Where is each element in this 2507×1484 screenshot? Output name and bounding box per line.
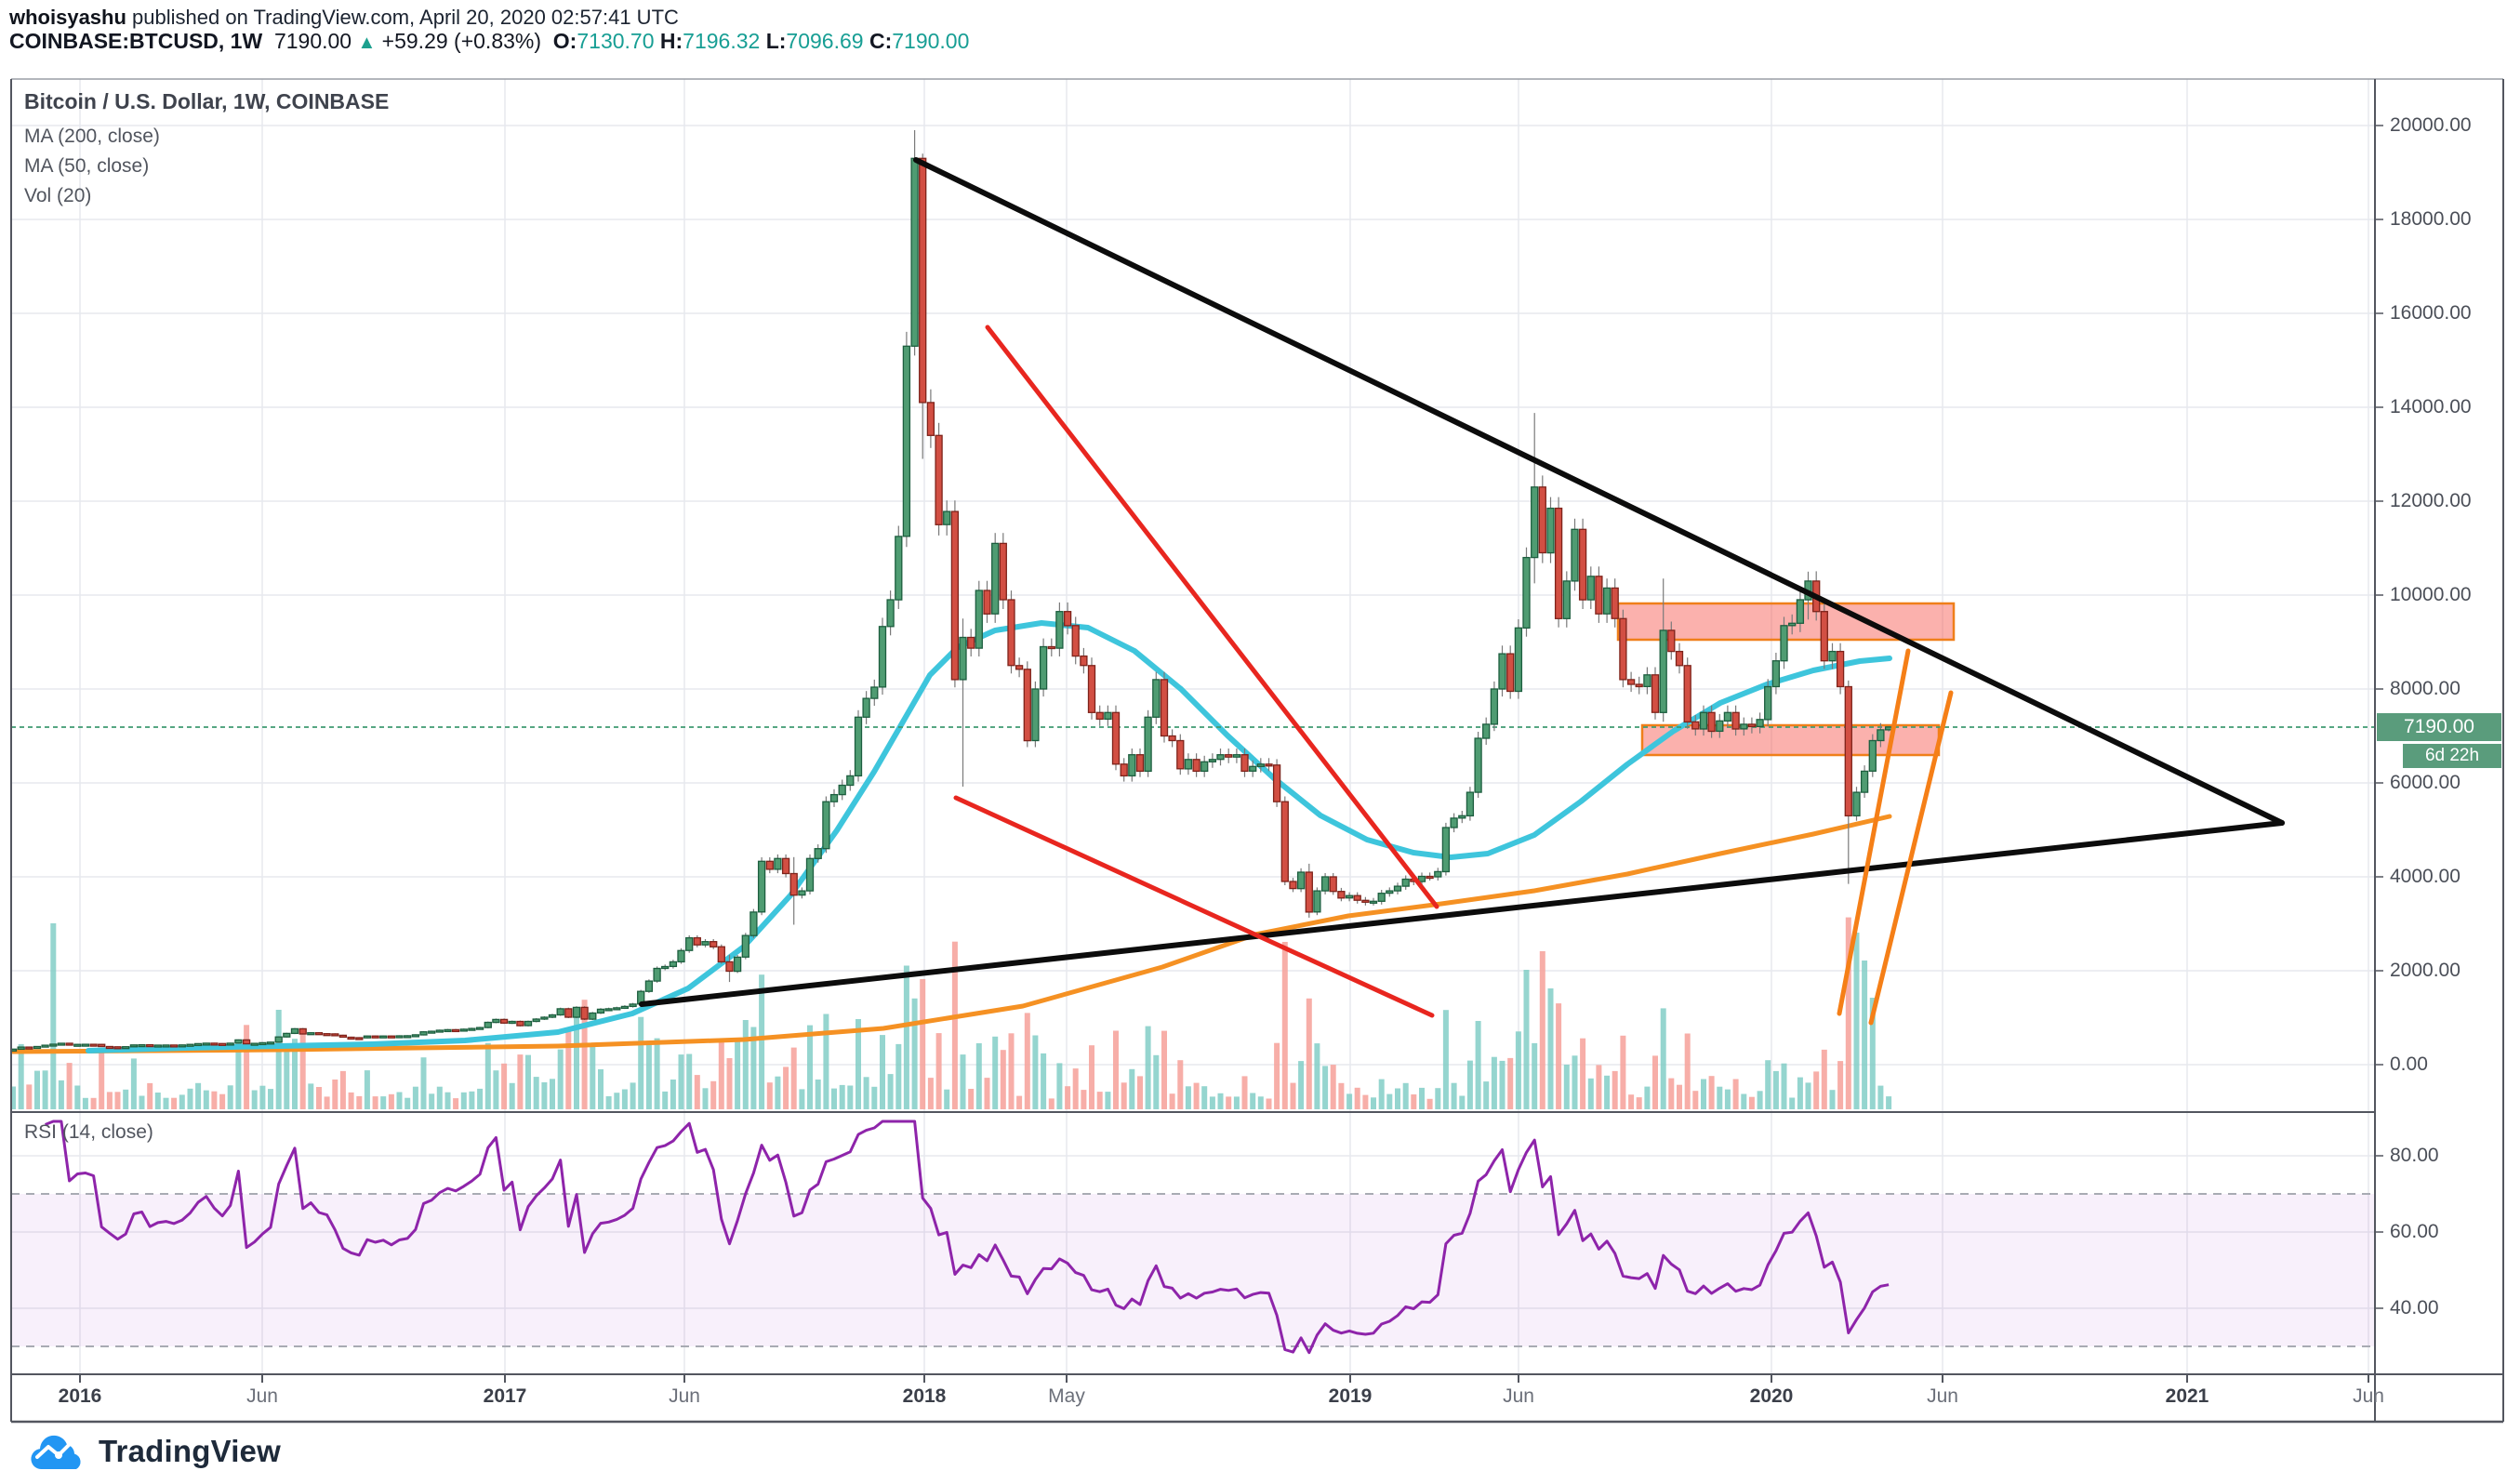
price-axis-label: 10000.00	[2390, 584, 2472, 605]
time-axis-label: Jun	[2353, 1385, 2384, 1407]
legend-ma200: MA (200, close)	[24, 126, 160, 147]
tradingview-wordmark: TradingView	[99, 1434, 281, 1468]
price-change: +59.29 (+0.83%)	[381, 29, 542, 53]
price-axis-label: 16000.00	[2390, 302, 2472, 324]
price-axis-label: 2000.00	[2390, 960, 2461, 981]
price-axis-label: 14000.00	[2390, 396, 2472, 417]
close-label: C:	[869, 29, 893, 53]
author-name: whoisyashu	[9, 6, 126, 29]
tradingview-logo[interactable]: TradingView	[28, 1432, 281, 1471]
rsi-axis-label: 60.00	[2390, 1221, 2439, 1242]
time-axis-label: 2019	[1328, 1385, 1373, 1407]
price-axis-label: 0.00	[2390, 1053, 2428, 1075]
low-value: 7096.69	[786, 29, 864, 53]
chart-legend: Bitcoin / U.S. Dollar, 1W, COINBASE MA (…	[24, 89, 389, 211]
time-axis-label: 2018	[902, 1385, 947, 1407]
symbol-ohlc-bar: COINBASE:BTCUSD, 1W 7190.00 ▲ +59.29 (+0…	[9, 29, 969, 54]
time-axis-label: Jun	[246, 1385, 278, 1407]
high-label: H:	[659, 29, 683, 53]
legend-vol: Vol (20)	[24, 185, 92, 206]
legend-ma50: MA (50, close)	[24, 155, 150, 177]
tradingview-cloud-icon	[31, 1435, 81, 1469]
open-label: O:	[552, 29, 577, 53]
time-axis-label: 2016	[58, 1385, 102, 1407]
current-price-badge: 7190.00	[2377, 713, 2501, 741]
bar-countdown-badge: 6d 22h	[2403, 744, 2501, 768]
price-axis-label: 6000.00	[2390, 772, 2461, 793]
time-axis-label: Jun	[1503, 1385, 1534, 1407]
price-axis-label: 4000.00	[2390, 866, 2461, 887]
rsi-axis-label: 40.00	[2390, 1297, 2439, 1318]
last-price: 7190.00	[273, 29, 352, 53]
high-value: 7196.32	[683, 29, 761, 53]
rsi-axis-label: 80.00	[2390, 1145, 2439, 1166]
up-arrow-icon: ▲	[357, 33, 377, 53]
close-value: 7190.00	[892, 29, 970, 53]
time-axis-label: 2017	[483, 1385, 527, 1407]
legend-symbol-title: Bitcoin / U.S. Dollar, 1W, COINBASE	[24, 89, 390, 113]
time-axis-label: 2021	[2165, 1385, 2209, 1407]
open-value: 7130.70	[577, 29, 655, 53]
price-axis-label: 18000.00	[2390, 208, 2472, 230]
low-label: L:	[765, 29, 787, 53]
time-axis-label: May	[1048, 1385, 1085, 1407]
publish-info: whoisyashu published on TradingView.com,…	[9, 6, 679, 30]
rsi-legend: RSI (14, close)	[24, 1121, 153, 1143]
time-axis-label: Jun	[669, 1385, 700, 1407]
price-axis-label: 8000.00	[2390, 678, 2461, 699]
time-axis-label: 2020	[1749, 1385, 1794, 1407]
publish-text: published on TradingView.com, April 20, …	[126, 6, 679, 29]
price-axis-label: 12000.00	[2390, 490, 2472, 511]
symbol-name: COINBASE:BTCUSD, 1W	[9, 29, 263, 53]
price-axis-label: 20000.00	[2390, 114, 2472, 136]
time-axis-label: Jun	[1927, 1385, 1958, 1407]
